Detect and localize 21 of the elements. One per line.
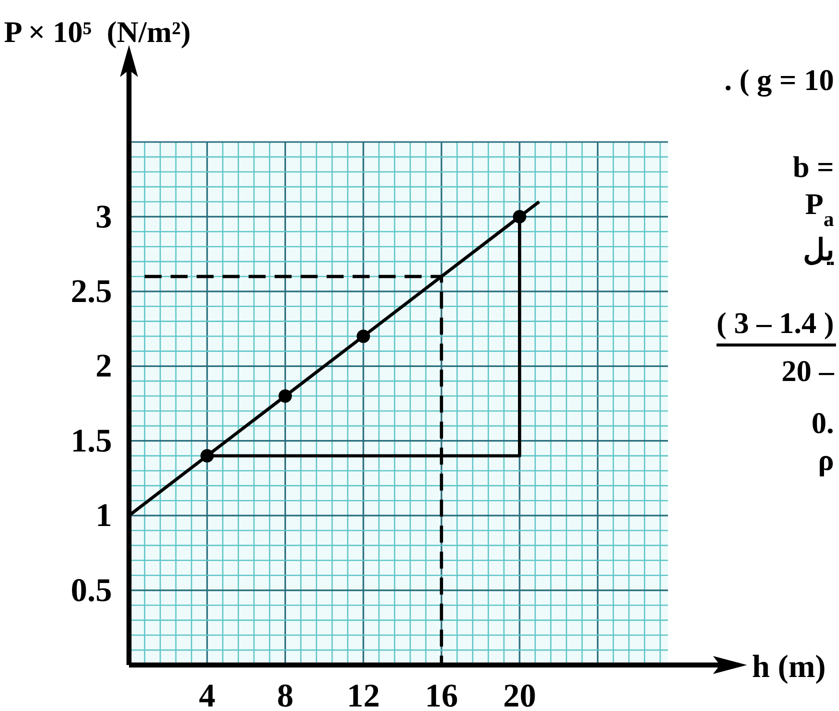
y-tick-label: 2.5 (70, 274, 112, 310)
x-tick-label: 4 (198, 678, 216, 711)
text: 0. (812, 407, 834, 440)
text: b = (792, 151, 834, 184)
y-tick-label: 3 (96, 199, 112, 236)
y-tick-label: 1 (96, 498, 112, 534)
x-axis-title: h (m) (752, 648, 826, 684)
y-tick-label: 0.5 (70, 572, 112, 609)
text: يل (803, 234, 834, 267)
x-tick-label: 16 (424, 678, 458, 711)
x-tick-label: 12 (346, 678, 380, 711)
y-tick-label: 2 (96, 348, 112, 385)
y-axis-title: P × 10⁵ (N/m²) (4, 16, 191, 49)
y-tick-label: 1.5 (70, 423, 112, 460)
text: ( 3 – 1.4 ) (716, 307, 834, 340)
text: P$_{a}$ (805, 188, 834, 231)
text: . ( g = 10 (724, 64, 834, 97)
text: ρ (818, 444, 834, 477)
x-tick-label: 20 (503, 678, 536, 711)
text: 20 – (782, 355, 835, 388)
x-tick-label: 8 (276, 678, 294, 711)
